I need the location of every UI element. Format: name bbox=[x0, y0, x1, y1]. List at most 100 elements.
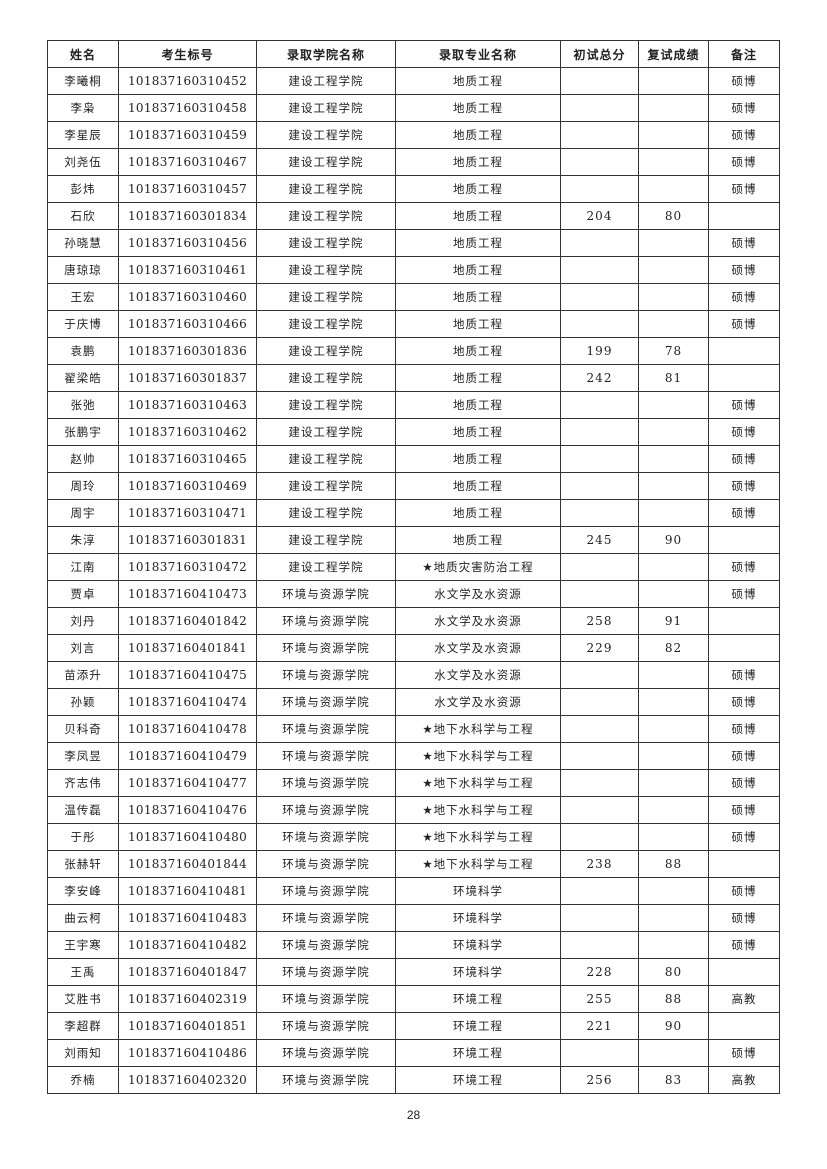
cell-initial-score bbox=[560, 445, 639, 473]
cell-retest-score bbox=[638, 391, 709, 419]
cell-note: 硕博 bbox=[708, 418, 780, 446]
cell-name: 李星辰 bbox=[47, 121, 119, 149]
cell-name: 唐琼琼 bbox=[47, 256, 119, 284]
cell-major: 环境工程 bbox=[395, 1039, 561, 1067]
cell-note bbox=[708, 202, 780, 230]
cell-note bbox=[708, 364, 780, 392]
cell-college: 环境与资源学院 bbox=[256, 742, 396, 770]
table-row: 张赫轩 101837160401844 环境与资源学院 ★地下水科学与工程 238 88 bbox=[47, 850, 780, 878]
cell-retest-score bbox=[638, 472, 709, 500]
cell-candidate-id: 101837160410473 bbox=[118, 580, 257, 608]
cell-name: 彭炜 bbox=[47, 175, 119, 203]
cell-note: 硕博 bbox=[708, 229, 780, 257]
cell-retest-score bbox=[638, 715, 709, 743]
cell-retest-score: 83 bbox=[638, 1066, 709, 1094]
cell-note: 硕博 bbox=[708, 904, 780, 932]
cell-retest-score bbox=[638, 553, 709, 581]
cell-name: 乔楠 bbox=[47, 1066, 119, 1094]
cell-candidate-id: 101837160410486 bbox=[118, 1039, 257, 1067]
cell-major: ★地下水科学与工程 bbox=[395, 769, 561, 797]
cell-name: 苗添升 bbox=[47, 661, 119, 689]
cell-candidate-id: 101837160410478 bbox=[118, 715, 257, 743]
cell-note: 硕博 bbox=[708, 499, 780, 527]
cell-initial-score bbox=[560, 715, 639, 743]
table-row: 苗添升 101837160410475 环境与资源学院 水文学及水资源 硕博 bbox=[47, 661, 780, 689]
cell-retest-score bbox=[638, 796, 709, 824]
table-row: 彭炜 101837160310457 建设工程学院 地质工程 硕博 bbox=[47, 175, 780, 203]
cell-initial-score bbox=[560, 67, 639, 95]
cell-candidate-id: 101837160310459 bbox=[118, 121, 257, 149]
cell-college: 环境与资源学院 bbox=[256, 850, 396, 878]
cell-major: 地质工程 bbox=[395, 337, 561, 365]
cell-note: 硕博 bbox=[708, 1039, 780, 1067]
cell-major: 水文学及水资源 bbox=[395, 661, 561, 689]
table-row: 王宏 101837160310460 建设工程学院 地质工程 硕博 bbox=[47, 283, 780, 311]
cell-note bbox=[708, 526, 780, 554]
cell-major: 环境科学 bbox=[395, 958, 561, 986]
cell-initial-score: 255 bbox=[560, 985, 639, 1013]
cell-name: 李凤昱 bbox=[47, 742, 119, 770]
cell-retest-score bbox=[638, 661, 709, 689]
cell-college: 建设工程学院 bbox=[256, 202, 396, 230]
cell-name: 王宇寒 bbox=[47, 931, 119, 959]
cell-candidate-id: 101837160410482 bbox=[118, 931, 257, 959]
cell-note: 硕博 bbox=[708, 445, 780, 473]
cell-initial-score bbox=[560, 553, 639, 581]
cell-major: ★地质灾害防治工程 bbox=[395, 553, 561, 581]
table-row: 艾胜书 101837160402319 环境与资源学院 环境工程 255 88 高教 bbox=[47, 985, 780, 1013]
cell-retest-score: 81 bbox=[638, 364, 709, 392]
cell-candidate-id: 101837160310457 bbox=[118, 175, 257, 203]
cell-name: 李枭 bbox=[47, 94, 119, 122]
cell-major: 水文学及水资源 bbox=[395, 607, 561, 635]
cell-name: 刘丹 bbox=[47, 607, 119, 635]
cell-retest-score bbox=[638, 931, 709, 959]
cell-name: 朱淳 bbox=[47, 526, 119, 554]
cell-initial-score bbox=[560, 310, 639, 338]
cell-note: 硕博 bbox=[708, 175, 780, 203]
cell-major: 地质工程 bbox=[395, 121, 561, 149]
cell-name: 贾卓 bbox=[47, 580, 119, 608]
cell-note bbox=[708, 607, 780, 635]
cell-initial-score bbox=[560, 796, 639, 824]
cell-major: 地质工程 bbox=[395, 499, 561, 527]
cell-initial-score bbox=[560, 877, 639, 905]
cell-retest-score bbox=[638, 499, 709, 527]
table-row: 张弛 101837160310463 建设工程学院 地质工程 硕博 bbox=[47, 391, 780, 419]
cell-retest-score: 88 bbox=[638, 850, 709, 878]
cell-initial-score bbox=[560, 94, 639, 122]
cell-major: 环境工程 bbox=[395, 1066, 561, 1094]
cell-college: 建设工程学院 bbox=[256, 94, 396, 122]
cell-note: 硕博 bbox=[708, 472, 780, 500]
cell-name: 周宇 bbox=[47, 499, 119, 527]
cell-college: 环境与资源学院 bbox=[256, 1012, 396, 1040]
cell-retest-score bbox=[638, 67, 709, 95]
cell-college: 环境与资源学院 bbox=[256, 634, 396, 662]
cell-candidate-id: 101837160401851 bbox=[118, 1012, 257, 1040]
header-candidate-id: 考生标号 bbox=[118, 40, 257, 68]
cell-major: 地质工程 bbox=[395, 256, 561, 284]
table-row: 刘丹 101837160401842 环境与资源学院 水文学及水资源 258 91 bbox=[47, 607, 780, 635]
cell-college: 环境与资源学院 bbox=[256, 1066, 396, 1094]
cell-college: 环境与资源学院 bbox=[256, 688, 396, 716]
cell-initial-score: 229 bbox=[560, 634, 639, 662]
cell-retest-score bbox=[638, 688, 709, 716]
cell-major: 地质工程 bbox=[395, 67, 561, 95]
cell-initial-score bbox=[560, 931, 639, 959]
table-row: 赵帅 101837160310465 建设工程学院 地质工程 硕博 bbox=[47, 445, 780, 473]
cell-college: 建设工程学院 bbox=[256, 256, 396, 284]
cell-candidate-id: 101837160401847 bbox=[118, 958, 257, 986]
cell-candidate-id: 101837160410479 bbox=[118, 742, 257, 770]
cell-candidate-id: 101837160410483 bbox=[118, 904, 257, 932]
table-row: 孙颖 101837160410474 环境与资源学院 水文学及水资源 硕博 bbox=[47, 688, 780, 716]
cell-name: 张鹏宇 bbox=[47, 418, 119, 446]
cell-candidate-id: 101837160410474 bbox=[118, 688, 257, 716]
cell-major: 地质工程 bbox=[395, 202, 561, 230]
table-row: 贾卓 101837160410473 环境与资源学院 水文学及水资源 硕博 bbox=[47, 580, 780, 608]
cell-college: 建设工程学院 bbox=[256, 445, 396, 473]
cell-initial-score bbox=[560, 1039, 639, 1067]
cell-college: 建设工程学院 bbox=[256, 121, 396, 149]
cell-college: 建设工程学院 bbox=[256, 499, 396, 527]
cell-initial-score bbox=[560, 283, 639, 311]
cell-initial-score bbox=[560, 688, 639, 716]
cell-retest-score: 80 bbox=[638, 202, 709, 230]
